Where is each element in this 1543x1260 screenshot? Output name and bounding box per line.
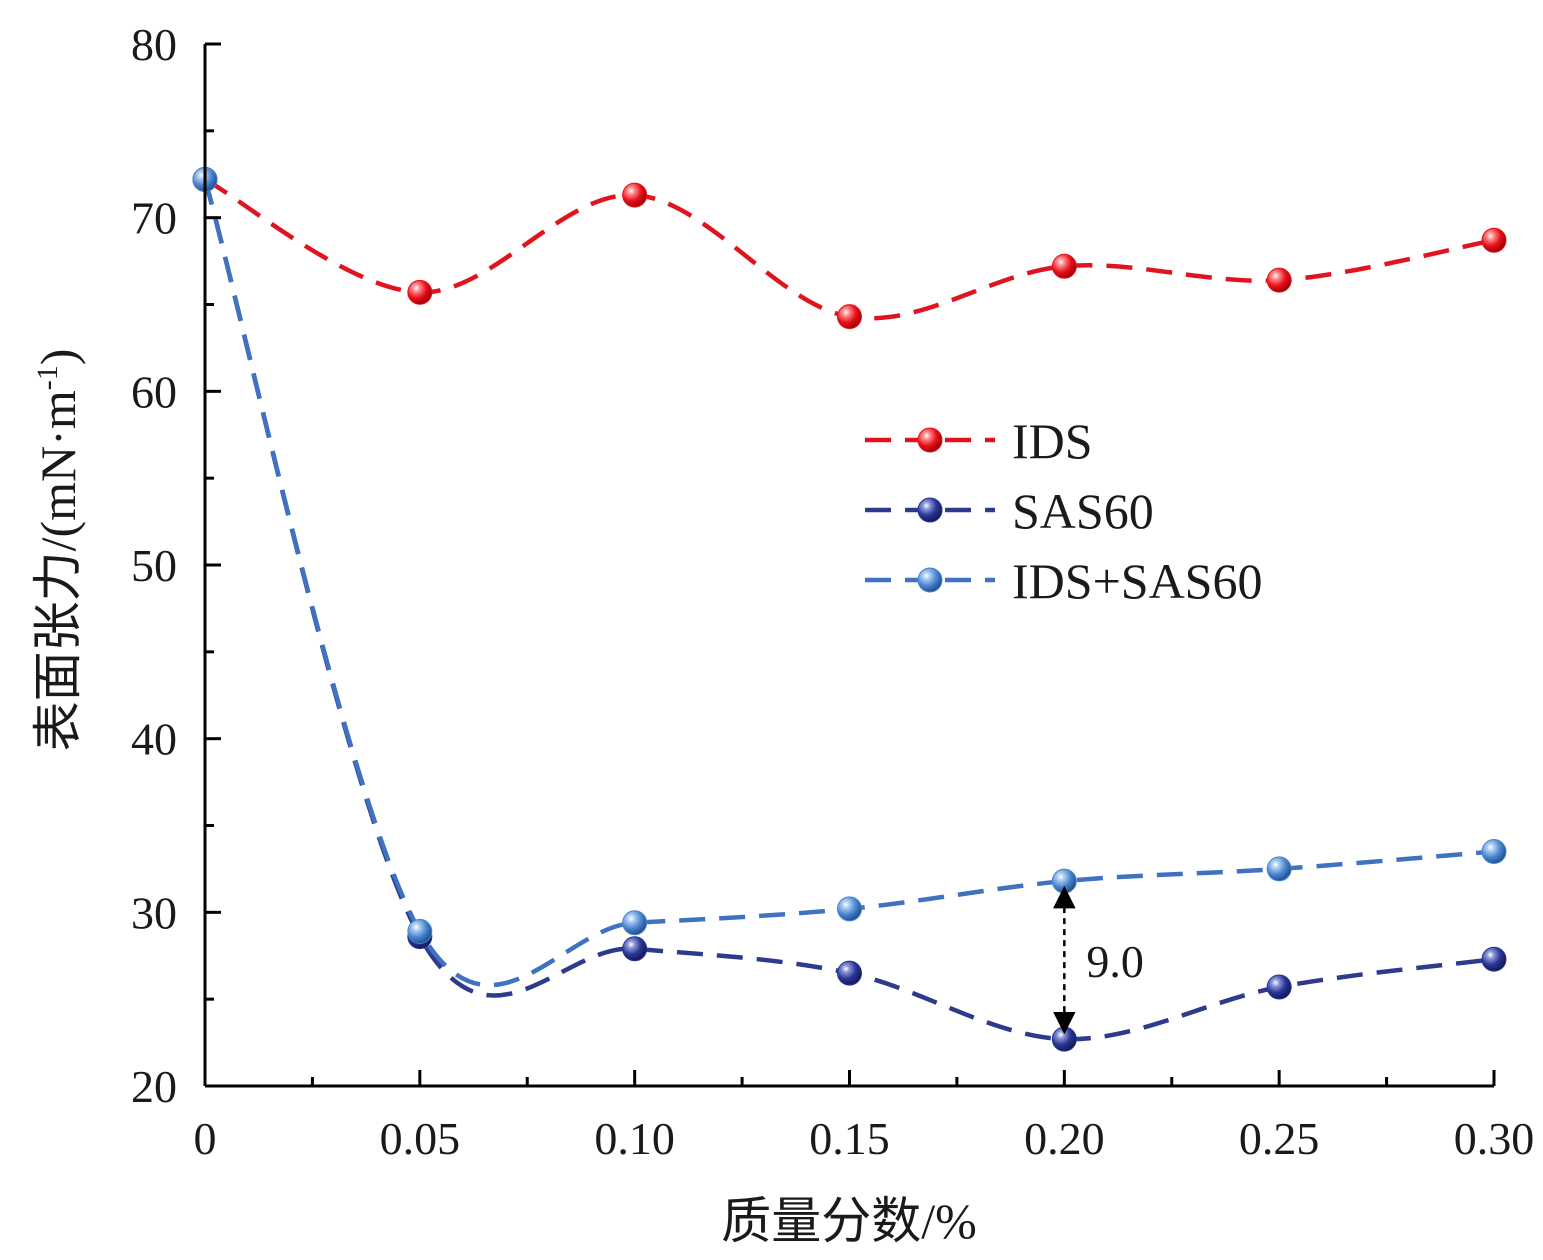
y-tick-label: 80 <box>131 19 177 70</box>
legend-label: IDS+SAS60 <box>1012 553 1263 609</box>
data-point <box>622 182 648 208</box>
x-tick-label: 0.20 <box>1024 1113 1105 1164</box>
legend-label: SAS60 <box>1012 483 1154 539</box>
data-point <box>1051 253 1077 279</box>
data-point <box>1266 856 1292 882</box>
legend-marker <box>917 427 943 453</box>
y-tick-label: 30 <box>131 887 177 938</box>
data-point <box>1481 227 1507 253</box>
x-tick-label: 0.10 <box>594 1113 675 1164</box>
legend-marker <box>917 567 943 593</box>
x-tick-label: 0.15 <box>809 1113 890 1164</box>
y-tick-label: 40 <box>131 714 177 765</box>
difference-label: 9.0 <box>1086 936 1144 987</box>
y-axis-title-main: 表面张力/(mN·m <box>30 390 86 751</box>
data-point <box>837 960 862 986</box>
axes: 20 30 40 50 60 70 80 0 0.05 0.10 0.15 0.20 0.25 0.30 <box>131 19 1534 1164</box>
y-tick-label: 60 <box>131 366 177 417</box>
y-tick-label: 50 <box>131 540 177 591</box>
x-tick-label: 0.25 <box>1239 1113 1320 1164</box>
data-point <box>622 936 648 962</box>
data-point <box>1481 839 1507 865</box>
y-tick-label: 20 <box>131 1061 177 1112</box>
y-axis-title-close: ) <box>30 349 86 366</box>
data-point <box>622 910 648 936</box>
series-line <box>202 178 1495 988</box>
x-tick-label: 0 <box>194 1113 217 1164</box>
legend-label: IDS <box>1012 413 1093 469</box>
x-tick-label: 0.30 <box>1454 1113 1535 1164</box>
data-point <box>1266 974 1292 1000</box>
legend-marker <box>917 497 943 523</box>
series-line <box>203 177 1495 321</box>
data-point <box>1051 1026 1077 1052</box>
y-axis-title-sup: -1 <box>31 365 64 390</box>
data-point <box>407 279 433 305</box>
data-point <box>837 896 862 922</box>
data-point <box>407 918 433 944</box>
annotation-layer: 9.0 <box>1053 885 1144 1035</box>
x-tick-label: 0.05 <box>380 1113 461 1164</box>
y-tick-label: 70 <box>131 193 177 244</box>
x-axis-title: 质量分数/% <box>721 1193 977 1249</box>
data-point <box>837 304 862 330</box>
data-point <box>1051 868 1077 894</box>
data-point <box>1266 267 1292 293</box>
legend: IDS SAS60 IDS+SAS60 <box>865 413 1263 609</box>
y-axis-title: 表面张力/(mN·m-1) <box>30 349 86 752</box>
data-point <box>1481 946 1507 972</box>
series-layer <box>192 166 1507 1052</box>
